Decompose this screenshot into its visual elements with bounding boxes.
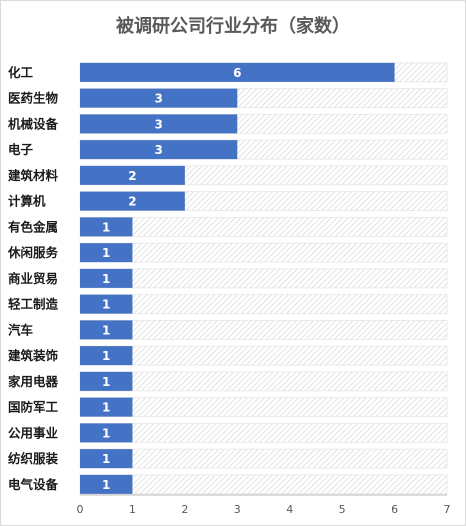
data-label: 6	[233, 66, 241, 80]
bar-2	[80, 88, 238, 108]
bar-track	[79, 345, 448, 366]
data-label: 1	[102, 220, 110, 234]
bar-11	[80, 320, 133, 340]
bar-13	[80, 371, 133, 391]
x-tick-label: 6	[391, 503, 398, 516]
bar-4	[80, 140, 238, 160]
bar-9	[80, 268, 133, 288]
bar-track	[79, 216, 448, 237]
bar-1	[80, 62, 395, 82]
category-label: 化工	[8, 65, 34, 80]
bar-6	[80, 191, 185, 211]
category-label: 休闲服务	[7, 245, 59, 260]
bar-track	[79, 294, 448, 315]
category-label: 商业贸易	[8, 271, 58, 286]
category-label: 机械设备	[8, 116, 59, 131]
bar-track	[79, 474, 448, 495]
bar-16	[80, 449, 133, 469]
data-label: 1	[102, 426, 110, 440]
category-label: 电气设备	[8, 477, 59, 492]
category-label: 计算机	[8, 194, 46, 209]
bar-track	[79, 448, 448, 469]
category-label: 建筑材料	[8, 168, 59, 183]
data-label: 3	[154, 92, 162, 106]
bar-14	[80, 397, 133, 417]
bar-12	[80, 346, 133, 366]
data-label: 1	[102, 349, 110, 363]
data-label: 1	[102, 478, 110, 492]
x-tick-label: 0	[77, 503, 84, 516]
x-tick-label: 4	[286, 503, 293, 516]
category-label: 医药生物	[8, 91, 59, 106]
bar-15	[80, 423, 133, 443]
data-label: 1	[102, 323, 110, 337]
bar-17	[80, 474, 133, 494]
bar-track	[79, 268, 448, 289]
bar-track	[79, 242, 448, 263]
bar-10	[80, 294, 133, 314]
data-label: 1	[102, 375, 110, 389]
bar-8	[80, 243, 133, 263]
category-label: 公用事业	[8, 425, 59, 440]
data-label: 1	[102, 246, 110, 260]
chart-title: 被调研公司行业分布（家数）	[116, 16, 350, 37]
bar-track	[79, 371, 448, 392]
data-label: 3	[154, 117, 162, 131]
x-tick-label: 2	[181, 503, 188, 516]
category-label: 轻工制造	[8, 297, 59, 312]
category-label: 有色金属	[8, 219, 58, 234]
bar-track	[79, 397, 448, 418]
x-tick-label: 5	[339, 503, 346, 516]
data-label: 3	[154, 143, 162, 157]
bar-7	[80, 217, 133, 237]
bar-track	[79, 319, 448, 340]
category-label: 家用电器	[8, 374, 59, 389]
data-label: 2	[128, 169, 136, 183]
category-label: 汽车	[8, 322, 34, 337]
data-label: 2	[128, 195, 136, 209]
category-label: 电子	[8, 142, 34, 157]
category-label: 国防军工	[8, 400, 59, 415]
bar-5	[80, 165, 185, 185]
category-label: 纺织服装	[8, 451, 59, 466]
x-tick-label: 7	[444, 503, 451, 516]
bar-track	[79, 422, 448, 443]
category-label: 建筑装饰	[8, 348, 59, 363]
data-label: 1	[102, 401, 110, 415]
bar-3	[80, 114, 238, 134]
data-label: 1	[102, 452, 110, 466]
x-tick-label: 1	[129, 503, 136, 516]
x-tick-label: 3	[234, 503, 241, 516]
data-label: 1	[102, 272, 110, 286]
data-label: 1	[102, 298, 110, 312]
